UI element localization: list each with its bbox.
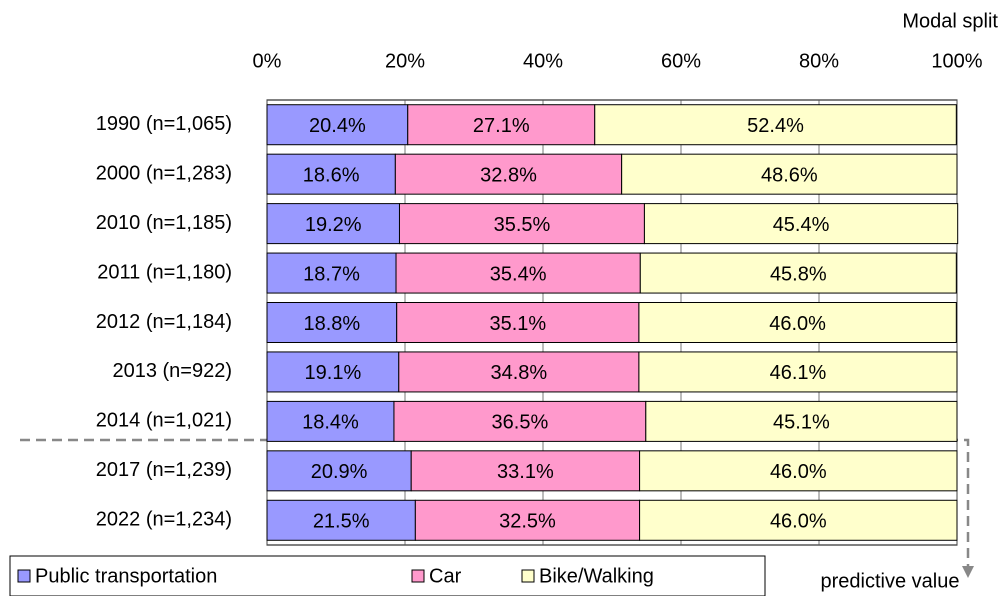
x-tick-label: 20% (385, 50, 425, 72)
x-tick-label: 80% (799, 50, 839, 72)
bar-segment (393, 400, 647, 442)
legend-label: Bike/Walking (539, 565, 654, 587)
bar-segment (398, 351, 640, 393)
bar-segment (266, 252, 397, 294)
bar-segment (266, 203, 400, 245)
bar-segment (266, 104, 409, 146)
bar-segment (621, 153, 958, 195)
value-label: 18.4% (302, 412, 359, 434)
y-tick-label: 2011 (n=1,180) (97, 261, 232, 283)
bar-segment (594, 104, 957, 146)
value-label: 33.1% (497, 461, 554, 483)
bar-segment (414, 499, 641, 541)
value-label: 35.4% (490, 263, 547, 285)
value-label: 35.5% (494, 214, 551, 236)
value-label: 18.8% (304, 313, 361, 335)
y-tick-label: 2010 (n=1,185) (96, 212, 232, 234)
value-label: 20.4% (309, 115, 366, 137)
bar-segment (638, 302, 957, 343)
y-tick-label: 2000 (n=1,283) (96, 162, 232, 184)
value-label: 18.7% (303, 263, 360, 285)
x-tick-label: 100% (931, 50, 982, 72)
y-tick-label: 2014 (n=1,021) (96, 410, 232, 432)
value-label: 36.5% (492, 412, 549, 434)
legend (9, 555, 766, 596)
value-label: 45.4% (773, 214, 830, 236)
value-label: 46.0% (770, 511, 827, 533)
value-label: 20.9% (311, 461, 368, 483)
bar-segment (266, 351, 400, 393)
value-label: 46.1% (770, 362, 827, 384)
annotation: predictive value (821, 570, 960, 592)
value-label: 48.6% (761, 164, 818, 186)
value-label: 27.1% (473, 115, 530, 137)
value-label: 32.8% (480, 164, 537, 186)
value-label: 32.5% (499, 511, 556, 533)
value-label: 46.0% (770, 461, 827, 483)
value-label: 34.8% (490, 362, 547, 384)
bar-segment (395, 252, 641, 294)
bar-segment (266, 153, 396, 195)
value-label: 35.1% (489, 313, 546, 335)
y-tick-label: 2013 (n=922) (112, 360, 232, 382)
arrow-head (962, 566, 974, 578)
bar-segment (266, 450, 412, 492)
bar-segment (638, 351, 958, 393)
value-label: 19.2% (305, 214, 362, 236)
legend-label: Car (429, 565, 462, 587)
y-tick-label: 1990 (n=1,065) (96, 113, 232, 135)
bar-segment (639, 252, 957, 294)
value-label: 18.6% (303, 164, 360, 186)
y-tick-label: 2017 (n=1,239) (96, 459, 232, 481)
forecast-divider (20, 438, 970, 568)
y-tick-label: 2012 (n=1,184) (96, 311, 232, 333)
bar-segment (639, 499, 958, 541)
legend-swatch (17, 569, 31, 583)
bar-segment (407, 104, 596, 146)
x-tick-label: 40% (523, 50, 563, 72)
chart-title: Modal split (902, 10, 998, 32)
bar-segment (266, 302, 398, 343)
value-label: 45.8% (770, 263, 827, 285)
legend-swatch (521, 569, 535, 583)
value-label: 21.5% (313, 511, 370, 533)
legend-label: Public transportation (35, 565, 217, 587)
x-tick-label: 0% (253, 50, 282, 72)
bar-segment (639, 450, 958, 492)
bar-segment (394, 153, 623, 195)
y-tick-label: 2022 (n=1,234) (96, 509, 232, 531)
value-label: 19.1% (305, 362, 362, 384)
bar-segment (645, 400, 958, 442)
value-label: 46.0% (769, 313, 826, 335)
x-tick-label: 60% (661, 50, 701, 72)
legend-swatch (411, 569, 425, 583)
bar-segment (396, 302, 640, 343)
bar-segment (643, 203, 959, 245)
value-label: 52.4% (747, 115, 804, 137)
value-label: 45.1% (773, 412, 830, 434)
